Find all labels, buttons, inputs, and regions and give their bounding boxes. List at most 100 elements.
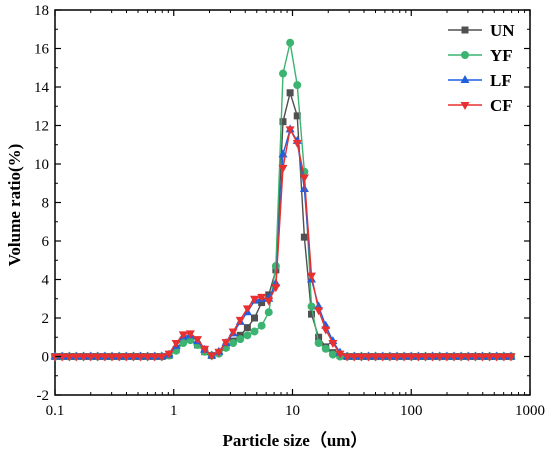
data-point-cf — [449, 353, 459, 362]
data-point-un — [250, 314, 258, 322]
data-point-cf — [114, 353, 124, 362]
data-point-cf — [121, 353, 131, 362]
data-point-yf — [264, 308, 273, 317]
data-point-un — [315, 333, 323, 341]
data-point-cf — [214, 348, 224, 357]
x-axis-title: Particle size（um） — [223, 430, 368, 450]
legend-label-cf: CF — [490, 96, 513, 115]
data-point-cf — [178, 331, 188, 340]
plot-frame — [54, 9, 531, 396]
data-point-un — [307, 310, 315, 318]
data-point-cf — [413, 353, 423, 362]
data-point-cf — [328, 340, 338, 349]
data-point-cf — [157, 353, 167, 362]
x-tick-label: 1 — [170, 403, 178, 419]
data-point-cf — [492, 353, 502, 362]
data-point-yf — [314, 339, 323, 348]
data-point-yf — [307, 302, 316, 311]
data-point-cf — [470, 353, 480, 362]
legend-marker-yf — [461, 51, 469, 59]
data-point-yf — [271, 262, 280, 271]
data-point-un — [293, 112, 301, 120]
data-point-cf — [485, 353, 495, 362]
y-tick-label: 18 — [34, 3, 49, 19]
data-point-un — [258, 299, 266, 307]
data-point-yf — [229, 339, 238, 348]
legend-label-lf: LF — [490, 71, 512, 90]
y-tick-label: 16 — [34, 42, 50, 58]
data-point-yf — [279, 69, 288, 78]
data-point-cf — [93, 353, 103, 362]
series-un — [51, 89, 515, 360]
data-point-cf — [477, 353, 487, 362]
data-point-yf — [250, 327, 259, 336]
data-point-yf — [243, 331, 252, 340]
data-point-cf — [428, 353, 438, 362]
data-point-cf — [128, 353, 138, 362]
y-tick-label: 8 — [42, 196, 50, 212]
data-point-cf — [264, 297, 274, 306]
data-point-cf — [242, 305, 252, 314]
y-axis-title: Volume ratio(%) — [5, 144, 24, 267]
data-point-yf — [257, 321, 266, 330]
data-point-cf — [364, 353, 374, 362]
data-point-yf — [321, 344, 330, 353]
data-point-cf — [321, 326, 331, 335]
data-point-un — [279, 118, 287, 126]
data-point-cf — [50, 353, 60, 362]
data-point-cf — [378, 353, 388, 362]
data-point-lf — [299, 184, 309, 193]
data-point-cf — [314, 307, 324, 316]
legend-marker-un — [461, 26, 469, 34]
x-tick-label: 10 — [285, 403, 300, 419]
data-point-cf — [221, 339, 231, 348]
data-point-cf — [185, 330, 195, 339]
legend-marker-lf — [460, 75, 470, 83]
data-point-cf — [292, 139, 302, 148]
x-tick-label: 0.1 — [46, 403, 65, 419]
data-point-cf — [235, 316, 245, 325]
data-point-cf — [100, 353, 110, 362]
y-tick-label: 4 — [42, 273, 50, 289]
data-point-yf — [328, 350, 337, 359]
data-point-cf — [271, 284, 281, 293]
series-cf — [50, 126, 516, 362]
data-point-cf — [385, 353, 395, 362]
data-point-cf — [207, 352, 217, 361]
data-point-cf — [342, 353, 352, 362]
data-point-cf — [463, 353, 473, 362]
data-point-cf — [193, 336, 203, 345]
y-tick-label: 10 — [34, 157, 49, 173]
series-lf — [50, 124, 516, 360]
data-point-cf — [143, 353, 153, 362]
data-point-yf — [293, 81, 302, 90]
data-point-yf — [179, 339, 188, 348]
data-point-cf — [136, 353, 146, 362]
data-point-un — [286, 89, 294, 97]
series-line-yf — [55, 42, 511, 358]
data-point-cf — [257, 293, 267, 302]
y-tick-label: 12 — [34, 119, 49, 135]
y-tick-label: 0 — [42, 350, 50, 366]
data-point-cf — [335, 350, 345, 359]
data-point-cf — [306, 272, 316, 281]
data-point-cf — [164, 350, 174, 359]
data-point-yf — [286, 38, 295, 47]
data-point-cf — [64, 353, 74, 362]
series-yf — [51, 38, 515, 361]
series-line-un — [55, 90, 511, 358]
x-tick-label: 100 — [400, 403, 423, 419]
data-point-cf — [57, 353, 67, 362]
data-point-cf — [392, 353, 402, 362]
y-tick-label: 14 — [34, 80, 50, 96]
data-point-cf — [107, 353, 117, 362]
data-point-cf — [150, 353, 160, 362]
data-point-cf — [228, 328, 238, 337]
data-point-cf — [435, 353, 445, 362]
x-tick-label: 1000 — [515, 403, 545, 419]
y-tick-label: 2 — [42, 311, 50, 327]
data-point-cf — [278, 164, 288, 173]
data-point-cf — [371, 353, 381, 362]
data-point-cf — [442, 353, 452, 362]
